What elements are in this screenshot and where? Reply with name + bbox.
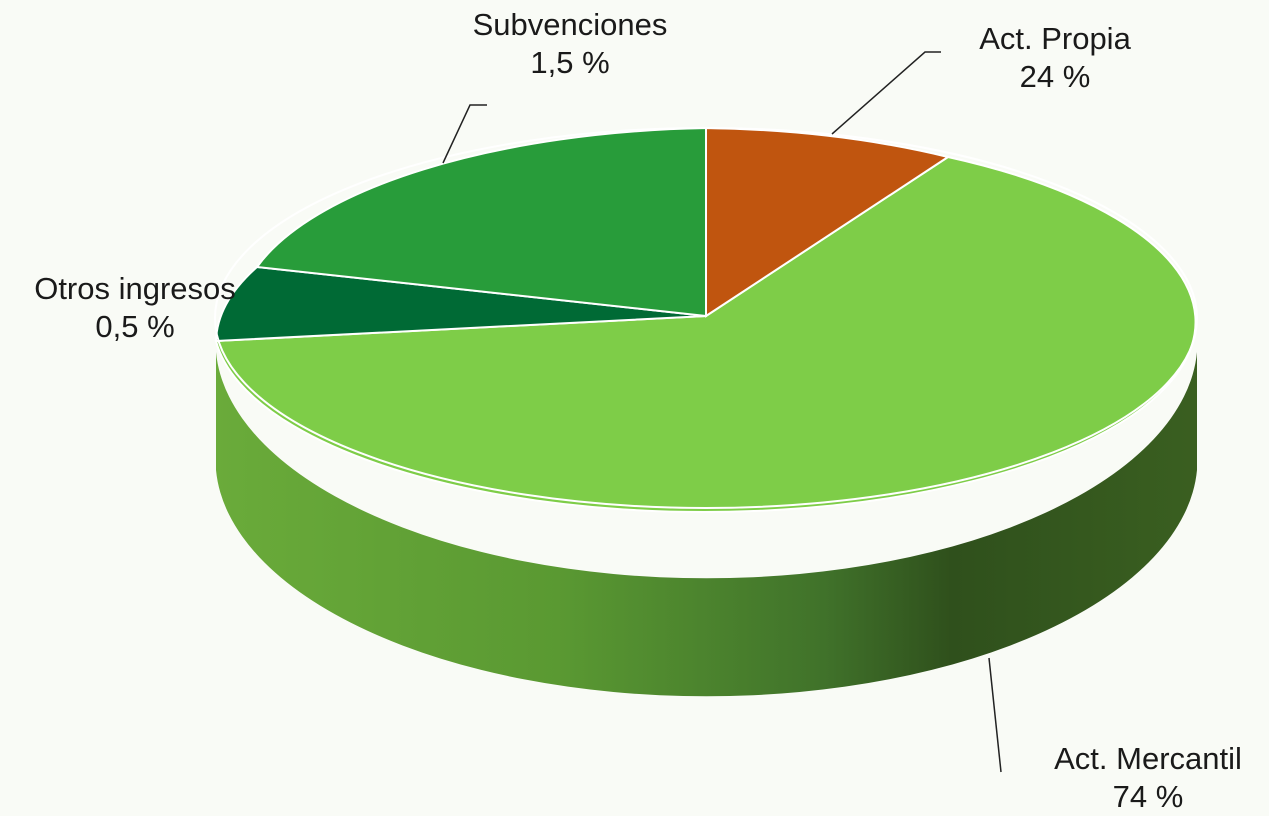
label-act-mercantil-name: Act. Mercantil <box>1054 741 1242 776</box>
label-otros-ingresos: Otros ingresos 0,5 % <box>4 270 266 346</box>
label-subvenciones-value: 1,5 % <box>530 45 610 80</box>
leader-line-subvenciones <box>442 104 487 164</box>
label-act-propia-name: Act. Propia <box>979 21 1131 56</box>
label-subvenciones-name: Subvenciones <box>472 7 668 42</box>
label-act-mercantil-value: 74 % <box>1112 779 1184 814</box>
label-otros-ingresos-value: 0,5 % <box>95 309 175 344</box>
leader-line-act-propia <box>831 51 941 135</box>
slice-otros-ingresos <box>214 265 707 343</box>
pie-wall-act-mercantil <box>216 352 1197 697</box>
label-act-mercantil: Act. Mercantil 74 % <box>1030 740 1266 816</box>
label-otros-ingresos-name: Otros ingresos <box>34 271 236 306</box>
label-act-propia: Act. Propia 24 % <box>945 20 1165 96</box>
slice-subvenciones <box>255 126 707 318</box>
slice-act-mercantil <box>214 155 1197 513</box>
label-act-propia-value: 24 % <box>1019 59 1091 94</box>
label-subvenciones: Subvenciones 1,5 % <box>445 6 695 82</box>
leader-line-act-mercantil <box>988 657 1002 773</box>
